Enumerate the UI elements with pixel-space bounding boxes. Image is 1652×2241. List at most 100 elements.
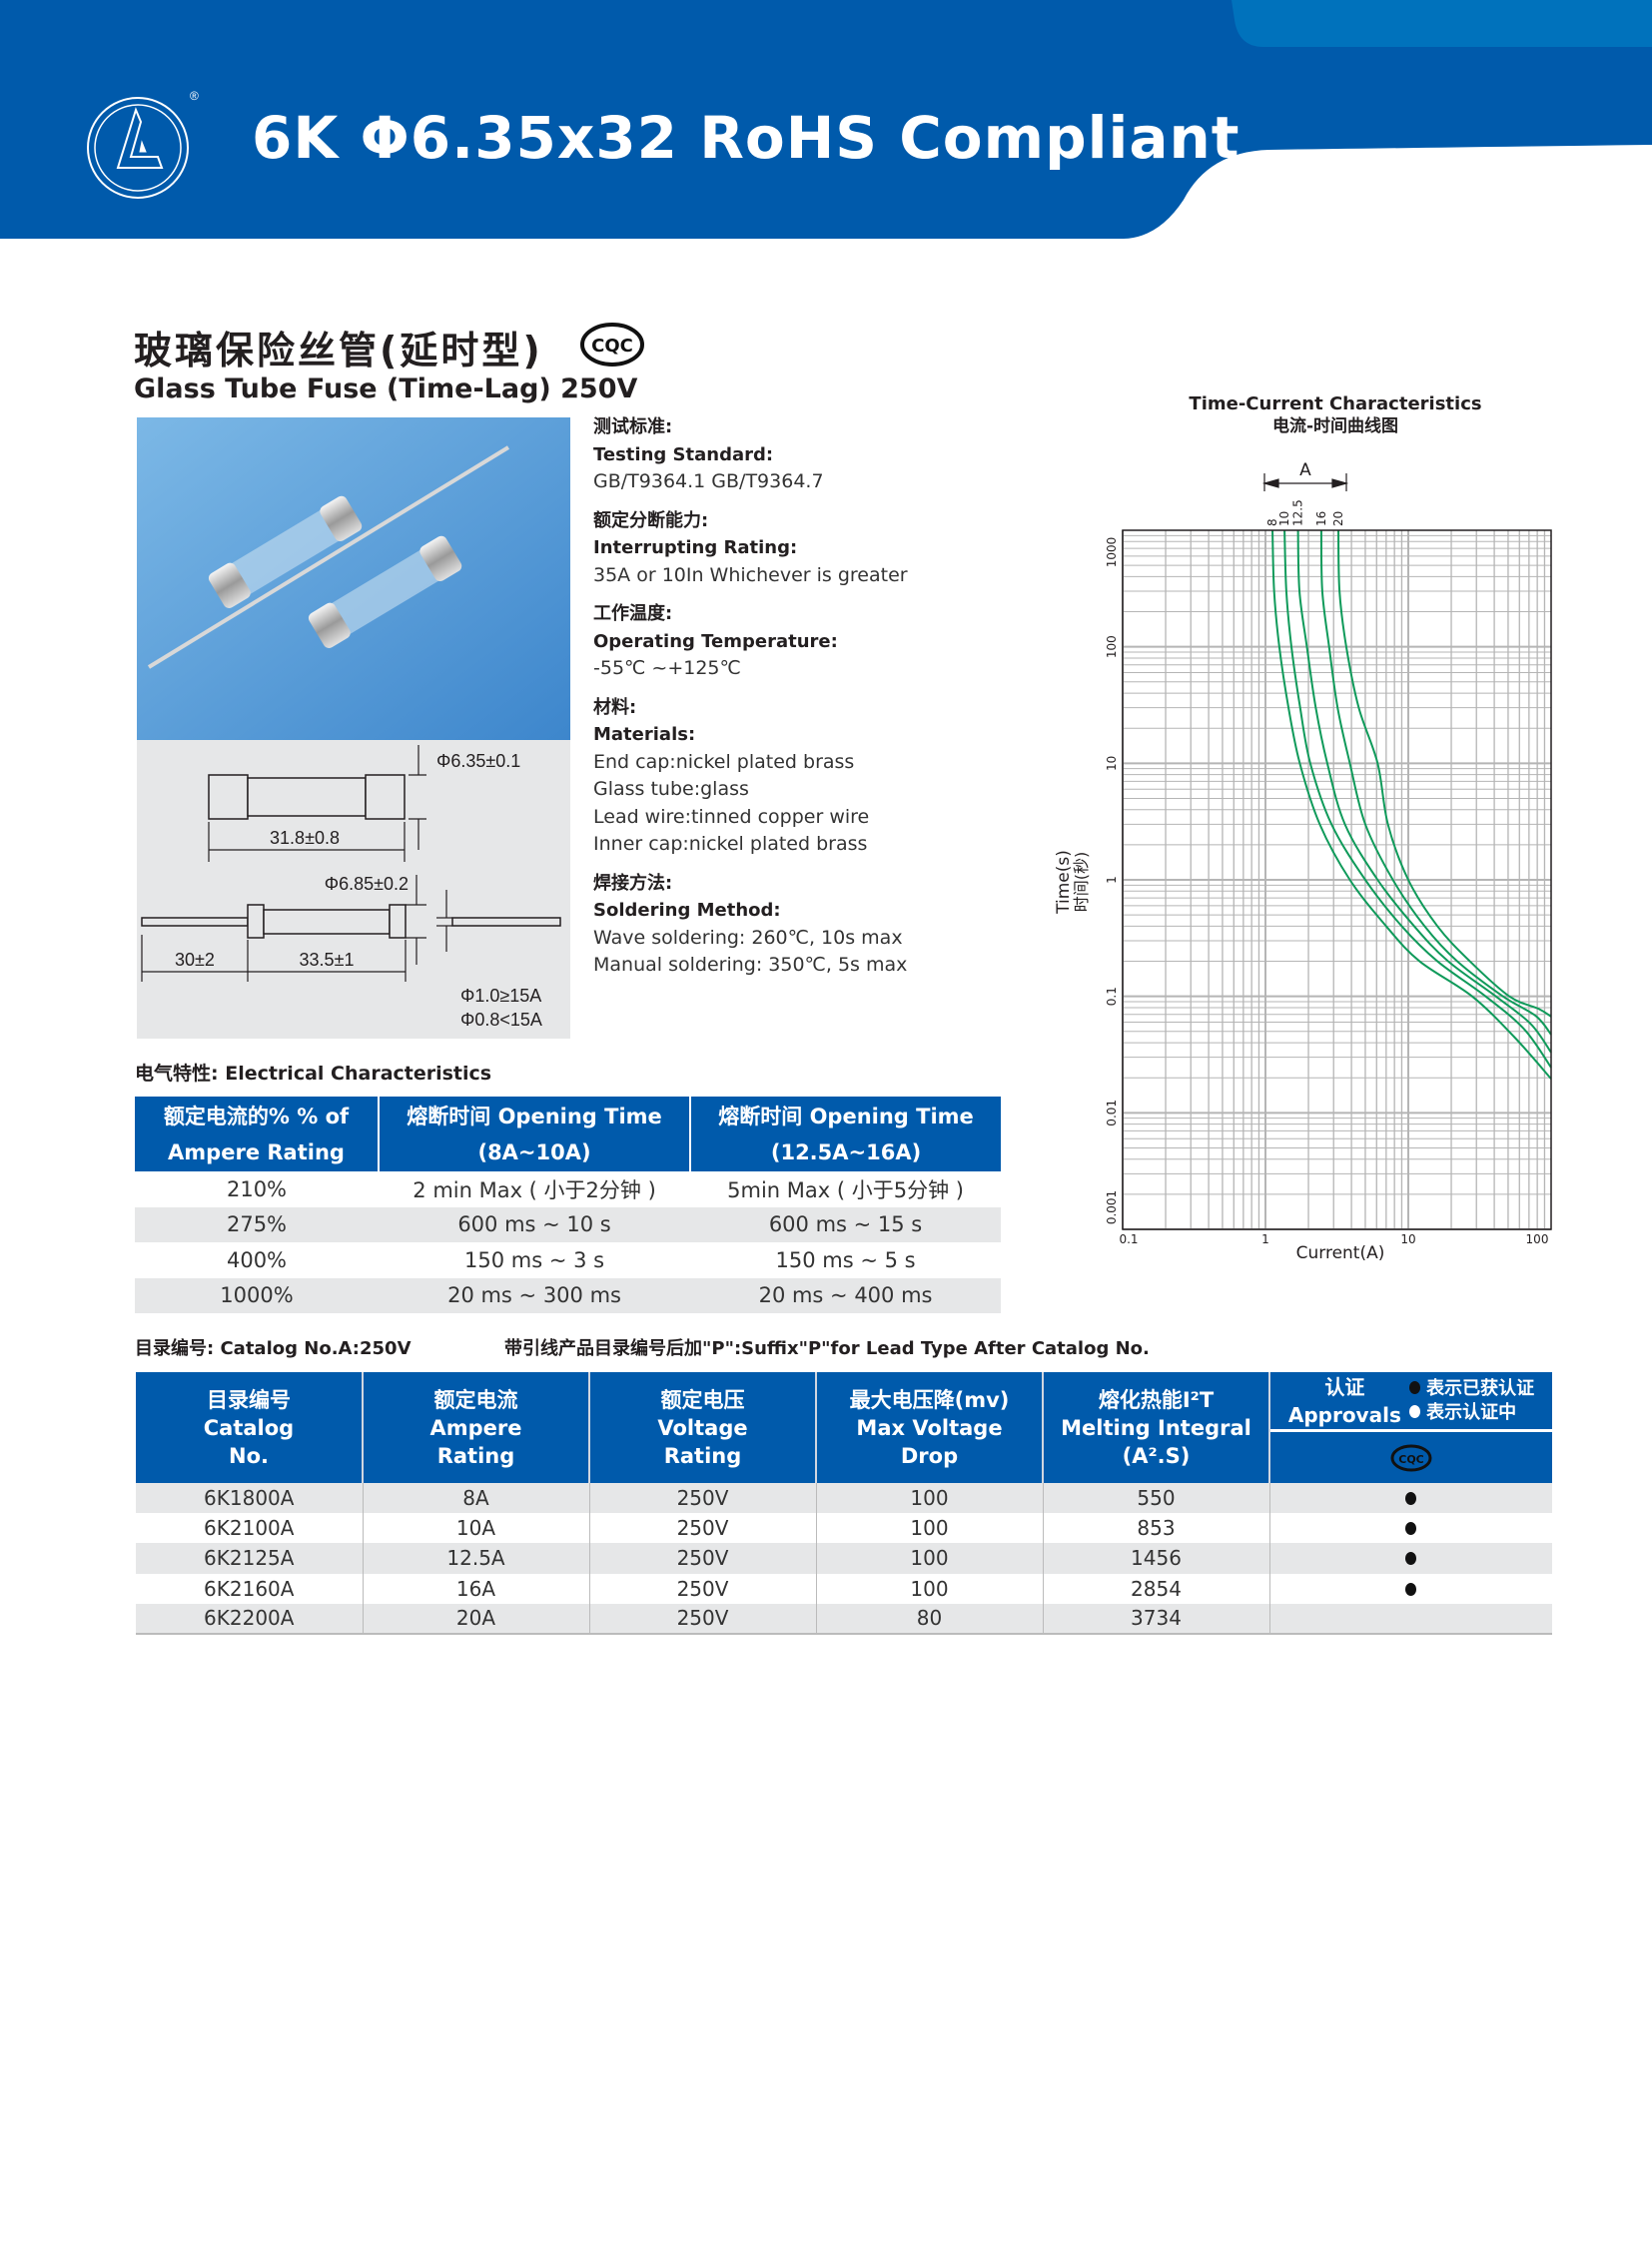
column-header-line: Melting Integral	[1061, 1415, 1251, 1440]
table-cell: 210%	[226, 1176, 288, 1201]
chart-title: Time-Current Characteristics	[1189, 393, 1481, 414]
column-header-line: (A².S)	[1122, 1443, 1191, 1468]
curve-label: 12.5	[1291, 499, 1305, 526]
column-header-line: Max Voltage	[856, 1415, 1003, 1440]
column-header-line: 额定电流	[433, 1387, 518, 1412]
table-row: 6K1800A 8A 250V 100 550	[136, 1483, 1552, 1514]
curve-label: 20	[1331, 511, 1345, 526]
electrical-table: 额定电流的% % of Ampere Rating 熔断时间 Opening Tim…	[135, 1097, 1001, 1313]
spec-block: 额定分断能力: Interrupting Rating: 35A or 10In W…	[593, 507, 1033, 590]
table-cell-i2t: 550	[1043, 1483, 1270, 1514]
table-cell-volt: 250V	[589, 1483, 817, 1514]
y-axis-label-cn: 时间(秒)	[1072, 852, 1091, 913]
curve-label: 8	[1265, 518, 1279, 526]
x-tick-label: 1	[1261, 1232, 1269, 1246]
spec-value: Manual soldering: 350℃, 5s max	[593, 954, 908, 976]
table-cell-drop: 100	[816, 1543, 1044, 1574]
dimension-drawing: 31.8±0.8 Φ6.35±0.1 Φ6.85±0.2 30±2 33.5±1…	[137, 740, 570, 1039]
column-header-line: (8A~10A)	[477, 1139, 591, 1164]
header-banner: ®	[0, 0, 1652, 239]
curve-label: 10	[1277, 511, 1291, 526]
spec-value: End cap:nickel plated brass	[593, 750, 855, 773]
column-header-line: Ampere Rating	[168, 1139, 345, 1164]
y-tick-label: 0.01	[1105, 1100, 1119, 1126]
cqc-cert-icon: CQC	[580, 323, 644, 367]
column-header-line: Rating	[436, 1443, 515, 1468]
y-tick-label: 100	[1105, 635, 1119, 658]
product-title-cn: 玻璃保险丝管(延时型)	[134, 329, 543, 373]
table-cell-i2t: 2854	[1043, 1573, 1270, 1604]
table-cell-drop: 100	[816, 1483, 1044, 1514]
table-cell-amp: 10A	[363, 1513, 590, 1544]
svg-text:Φ1.0≥15A: Φ1.0≥15A	[460, 986, 541, 1006]
table-cell: 600 ms ~ 15 s	[690, 1206, 1001, 1242]
table-cell-amp: 12.5A	[363, 1543, 590, 1574]
table-row: 6K2160A 16A 250V 100 2854	[136, 1573, 1552, 1604]
table-cell-cqc	[1269, 1543, 1552, 1574]
y-tick-label: 0.1	[1105, 987, 1119, 1006]
pending-dot-icon	[1408, 1404, 1420, 1418]
legend-pending: 表示认证中	[1426, 1401, 1517, 1423]
column-header-line: 额定电流的% % of	[163, 1104, 350, 1128]
catalog-suffix-note: 带引线产品目录编号后加"P":Suffix"P"for Lead Type Af…	[504, 1338, 1150, 1359]
spec-block: 焊接方法: Soldering Method: Wave soldering: 26…	[593, 870, 1033, 980]
table-row: 6K2200A 20A 250V 80 3734	[136, 1603, 1552, 1635]
table-cell-no: 6K2100A	[136, 1513, 364, 1544]
svg-text:Φ0.8<15A: Φ0.8<15A	[460, 1010, 542, 1030]
column-header-line: 目录编号	[207, 1387, 291, 1412]
table-cell-volt: 250V	[589, 1513, 817, 1544]
column-header: 最大电压降(mv) Max Voltage Drop	[816, 1372, 1044, 1483]
spec-block: 工作温度: Operating Temperature: -55℃ ~+125℃	[593, 600, 1033, 683]
table-cell: 2 min Max ( 小于2分钟 )	[413, 1177, 656, 1202]
cqc-cert-icon: CQC	[1390, 1444, 1432, 1471]
plot-border	[1122, 529, 1552, 1230]
table-cell: 20 ms ~ 400 ms	[690, 1277, 1001, 1313]
table-cell-cqc	[1269, 1574, 1552, 1604]
table-row: 275% 600 ms ~ 10 s 600 ms ~ 15 s	[135, 1206, 1001, 1242]
column-header: 熔化热能I²T Melting Integral (A².S)	[1043, 1372, 1270, 1483]
spec-block: 测试标准: Testing Standard: GB/T9364.1 GB/T936…	[593, 413, 1033, 496]
column-header-line: 额定电压	[660, 1387, 745, 1412]
table-row: 1000% 20 ms ~ 300 ms 20 ms ~ 400 ms	[135, 1277, 1001, 1313]
column-header-line: Catalog	[203, 1415, 295, 1440]
spec-label-cn: 测试标准:	[593, 416, 673, 437]
table-cell-drop: 100	[816, 1573, 1044, 1604]
column-header: 熔断时间 Opening Time (8A~10A)	[379, 1097, 692, 1171]
ampere-range-arrow	[1261, 473, 1349, 491]
x-axis-label: Current(A)	[1296, 1243, 1385, 1263]
column-header: 额定电流 Ampere Rating	[363, 1372, 590, 1483]
table-cell: 600 ms ~ 10 s	[379, 1206, 691, 1242]
x-tick-label: 10	[1400, 1232, 1415, 1246]
curve-12.5A	[1296, 529, 1552, 1054]
curve-16A	[1319, 529, 1552, 1036]
table-cell: 275%	[135, 1206, 379, 1242]
spec-label-en: Operating Temperature:	[593, 630, 838, 652]
spec-label-en: Soldering Method:	[593, 900, 781, 921]
spec-label-en: Testing Standard:	[593, 443, 774, 465]
column-header-line: Rating	[663, 1443, 742, 1468]
catalog-table: 目录编号 Catalog No. 额定电流 Ampere Rating 额定电压 Voltag…	[136, 1372, 1552, 1635]
y-tick-label: 1000	[1105, 537, 1119, 568]
table-cell-volt: 250V	[589, 1603, 817, 1635]
spec-block: 材料: Materials: End cap:nickel plated brass…	[593, 694, 1033, 859]
spec-label-en: Interrupting Rating:	[593, 537, 798, 558]
column-header-line: Drop	[900, 1443, 959, 1468]
obtained-dot-icon	[1408, 1380, 1420, 1394]
spec-value: Glass tube:glass	[593, 778, 749, 800]
table-cell: 400%	[226, 1247, 288, 1272]
obtained-dot-icon	[1405, 1522, 1417, 1536]
curve-10A	[1283, 529, 1552, 1069]
brand-logo	[87, 97, 189, 199]
product-title-en: Glass Tube Fuse (Time-Lag) 250V	[134, 374, 638, 404]
spec-value: 35A or 10In Whichever is greater	[593, 563, 908, 586]
spec-label-en: Materials:	[593, 724, 696, 745]
ampere-range-label: A	[1299, 460, 1311, 480]
table-cell-amp: 16A	[363, 1573, 590, 1604]
table-cell: 5min Max ( 小于5分钟 )	[727, 1177, 964, 1202]
spec-value: Lead wire:tinned copper wire	[593, 805, 870, 828]
catalog-label: 目录编号: Catalog No.A:250V	[135, 1338, 412, 1359]
table-cell-cqc	[1269, 1513, 1552, 1543]
table-cell-cqc	[1269, 1603, 1552, 1635]
svg-text:33.5±1: 33.5±1	[300, 950, 355, 970]
spec-label-cn: 材料:	[593, 696, 637, 718]
